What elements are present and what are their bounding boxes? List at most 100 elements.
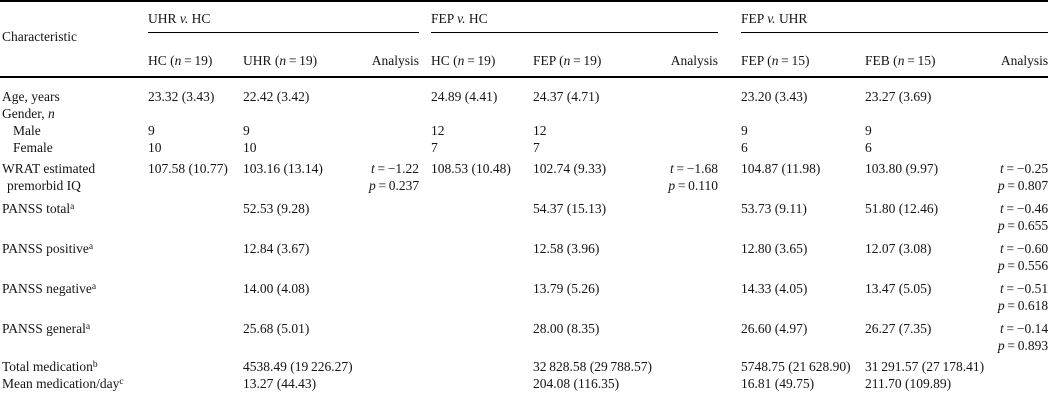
column-spacer <box>718 234 741 274</box>
table-cell-analysis <box>995 122 1048 139</box>
table-cell: 54.37 (15.13) <box>533 201 607 216</box>
table-cell: 12.84 (3.67) <box>243 241 310 256</box>
table-cell <box>431 274 533 314</box>
column-header-uhr: UHR (n = 19) <box>243 32 369 78</box>
column-spacer <box>718 274 741 314</box>
table-cell-analysis: t = −1.68 p = 0.110 <box>668 161 719 193</box>
row-label: Male <box>13 123 41 138</box>
column-spacer <box>419 194 431 234</box>
table-cell: 5748.75 (21 628.90) <box>741 359 851 374</box>
table-cell-analysis <box>369 105 419 122</box>
table-row-gender: Gender, n <box>0 105 1048 122</box>
row-label: Total medicationb <box>2 359 98 374</box>
column-spacer <box>419 77 431 105</box>
table-cell: 7 <box>533 140 540 155</box>
group-header-uhr-v-hc: UHR v. HC <box>148 1 420 33</box>
table-cell: 107.58 (10.77) <box>148 161 228 176</box>
table-cell: 26.60 (4.97) <box>741 321 808 336</box>
table-cell: 108.53 (10.48) <box>431 161 511 176</box>
table-cell-analysis <box>369 234 419 274</box>
table-row-age: Age, years 23.32 (3.43) 22.42 (3.42) 24.… <box>0 77 1048 105</box>
column-header-fep-2: FEP (n = 15) <box>741 32 866 78</box>
column-spacer <box>419 314 431 354</box>
table-row-panss-general: PANSS generala 25.68 (5.01) 28.00 (8.35)… <box>0 314 1048 354</box>
column-spacer <box>419 274 431 314</box>
table-cell: 12 <box>431 123 445 138</box>
table-cell <box>431 105 533 122</box>
table-cell: 12.80 (3.65) <box>741 241 808 256</box>
table-cell-analysis <box>668 314 718 354</box>
table-cell: 6 <box>741 140 748 155</box>
table-cell <box>148 105 243 122</box>
table-cell-analysis <box>369 354 419 375</box>
table-cell <box>243 105 369 122</box>
table-row-mean-medication: Mean medication/dayc 13.27 (44.43) 204.0… <box>0 375 1048 403</box>
table-cell-analysis <box>668 77 718 105</box>
table-cell: 24.37 (4.71) <box>533 89 600 104</box>
column-spacer <box>718 139 741 156</box>
table-cell-analysis <box>668 354 718 375</box>
table-row-female: Female 10 10 7 7 6 6 <box>0 139 1048 156</box>
table-cell: 32 828.58 (29 788.57) <box>533 359 653 374</box>
table-cell-analysis <box>668 375 718 403</box>
row-label: PANSS positivea <box>2 241 94 256</box>
table-cell-analysis <box>668 234 718 274</box>
row-label: Gender, n <box>2 106 55 121</box>
table-cell-analysis <box>369 194 419 234</box>
table-cell-analysis <box>369 274 419 314</box>
table-cell-analysis <box>668 274 718 314</box>
column-spacer <box>718 194 741 234</box>
table-cell: 10 <box>243 140 257 155</box>
table-cell-analysis <box>995 139 1048 156</box>
group-header-row: Characteristic UHR v. HC FEP v. HC FEP v… <box>0 1 1048 78</box>
column-spacer <box>718 1 741 33</box>
table-cell-analysis: t = −1.22 p = 0.237 <box>369 161 420 193</box>
table-cell: 12.58 (3.96) <box>533 241 600 256</box>
table-cell-analysis: t = −0.14 p = 0.893 <box>997 321 1048 353</box>
table-row-total-medication: Total medicationb 4538.49 (19 226.27) 32… <box>0 354 1048 375</box>
table-row-wrat-iq: WRAT estimated premorbid IQ 107.58 (10.77… <box>0 156 1048 194</box>
table-cell <box>431 314 533 354</box>
table-cell-analysis <box>369 139 419 156</box>
column-header-feb: FEB (n = 15) <box>865 32 996 78</box>
table-cell: 9 <box>148 123 155 138</box>
table-cell-analysis: t = −0.46 p = 0.655 <box>997 201 1048 233</box>
table-cell <box>431 194 533 234</box>
table-row-panss-negative: PANSS negativea 14.00 (4.08) 13.79 (5.26… <box>0 274 1048 314</box>
table-cell: 6 <box>865 140 872 155</box>
table-row-panss-total: PANSS totala 52.53 (9.28) 54.37 (15.13) … <box>0 194 1048 234</box>
table-cell <box>148 234 243 274</box>
characteristic-header-label: Characteristic <box>2 29 77 44</box>
table-cell: 28.00 (8.35) <box>533 321 600 336</box>
table-cell-analysis <box>995 354 1048 375</box>
column-header-hc-2: HC (n = 19) <box>431 32 534 78</box>
table-cell: 52.53 (9.28) <box>243 201 310 216</box>
table-cell: 10 <box>148 140 162 155</box>
column-spacer <box>718 375 741 403</box>
table-cell-analysis <box>668 139 718 156</box>
table-cell: 14.00 (4.08) <box>243 281 310 296</box>
table-cell: 22.42 (3.42) <box>243 89 310 104</box>
table-cell <box>148 194 243 234</box>
table-cell-analysis <box>369 375 419 403</box>
table-cell: 9 <box>243 123 250 138</box>
column-spacer <box>419 32 432 78</box>
column-spacer <box>718 105 741 122</box>
table-cell: 211.70 (109.89) <box>865 376 952 391</box>
table-cell: 24.89 (4.41) <box>431 89 498 104</box>
column-spacer <box>419 375 431 403</box>
table-cell: 25.68 (5.01) <box>243 321 310 336</box>
column-spacer <box>718 156 741 194</box>
table-cell-analysis <box>369 77 419 105</box>
table-cell: 51.80 (12.46) <box>865 201 939 216</box>
table-cell: 16.81 (49.75) <box>741 376 815 391</box>
table-cell: 13.27 (44.43) <box>243 376 317 391</box>
table-cell-analysis <box>995 375 1048 403</box>
table-cell: 7 <box>431 140 438 155</box>
column-spacer <box>718 32 742 78</box>
column-spacer <box>718 314 741 354</box>
table-cell <box>431 375 533 403</box>
column-header-hc-1: HC (n = 19) <box>148 32 243 78</box>
table-cell: 9 <box>865 123 872 138</box>
